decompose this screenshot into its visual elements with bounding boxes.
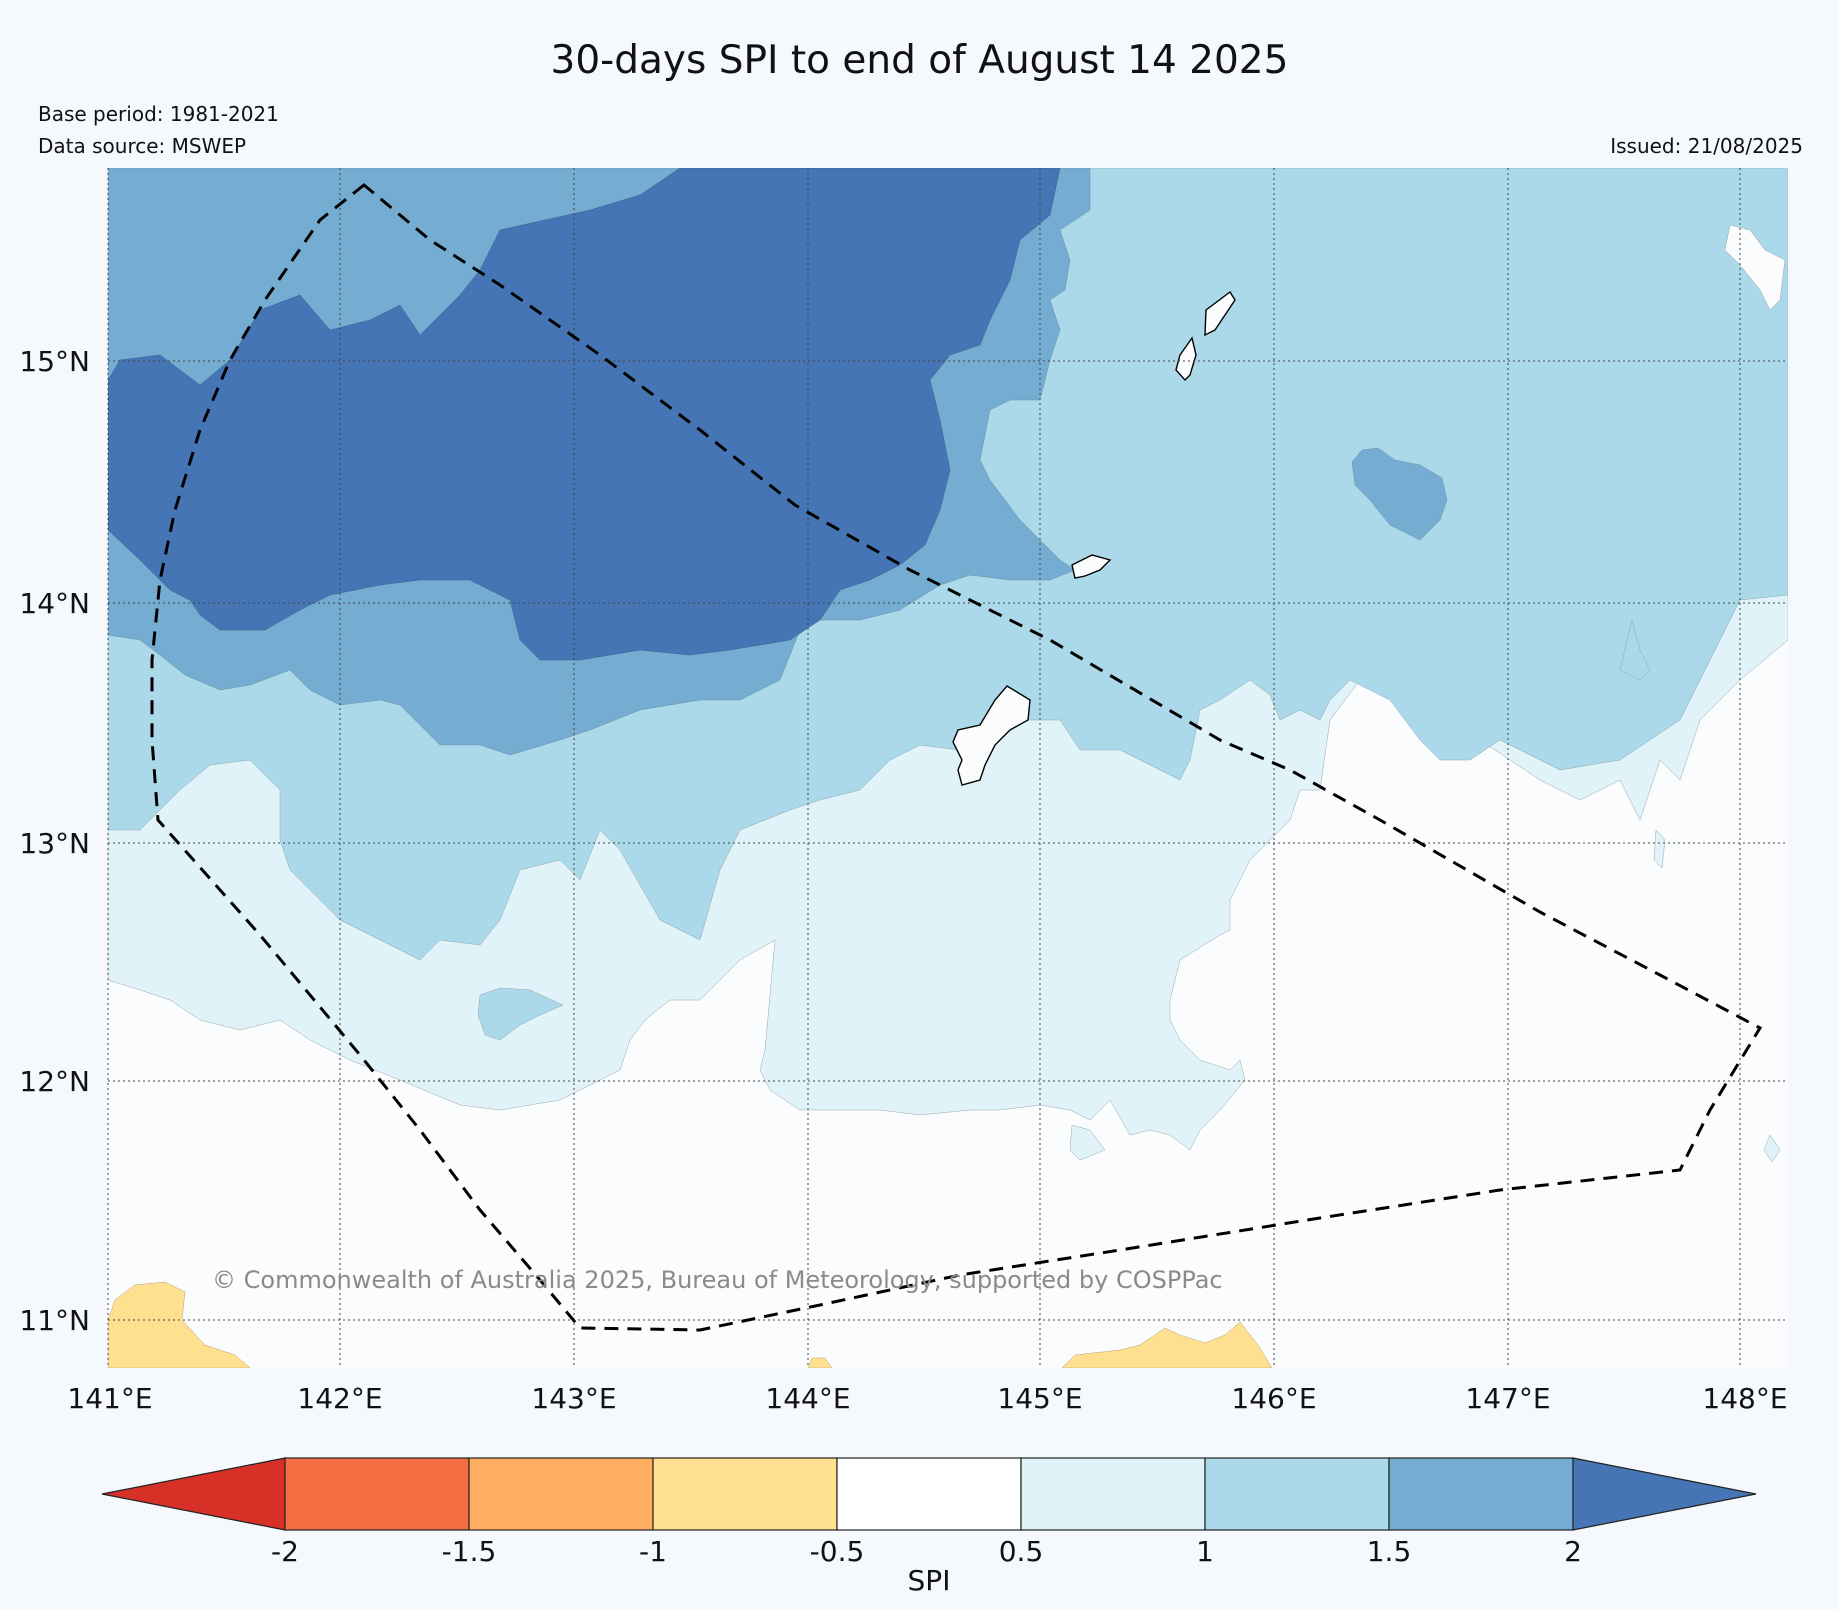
y-tick-label: 15°N (19, 345, 90, 378)
y-tick-label: 12°N (19, 1065, 90, 1098)
colorbar-segment (1204, 1457, 1390, 1531)
x-tick-label: 141°E (67, 1382, 152, 1415)
contour-slightly-dry-dot (807, 1357, 833, 1368)
slightly-wet-patch-3 (1763, 1134, 1781, 1163)
colorbar-tick-label: 1 (1196, 1535, 1214, 1568)
near-normal-patch (1724, 224, 1786, 311)
colorbar-segment (836, 1457, 1022, 1531)
x-tick-label: 144°E (765, 1382, 850, 1415)
eez-boundary (150, 183, 1763, 1332)
spi-colorbar (101, 1457, 1757, 1531)
map-title: 30-days SPI to end of August 14 2025 (550, 38, 1289, 83)
colorbar-tick-label: 1.5 (1367, 1535, 1412, 1568)
island-tinian (1175, 336, 1197, 382)
colorbar-segment (468, 1457, 654, 1531)
colorbar-segment (652, 1457, 838, 1531)
colorbar-segment-extreme-wet (1572, 1457, 1757, 1531)
x-tick-label: 146°E (1231, 1382, 1316, 1415)
issued-date-text: Issued: 21/08/2025 (1610, 134, 1803, 158)
colorbar-tick-label: -1.5 (442, 1535, 497, 1568)
contour-slightly-dry-south (1061, 1321, 1273, 1368)
x-tick-label: 142°E (297, 1382, 382, 1415)
moderately-wet-patch-south (477, 987, 564, 1041)
island-rota (1071, 554, 1112, 579)
y-tick-label: 14°N (19, 587, 90, 620)
contour-very-wet (108, 168, 1061, 661)
colorbar-label: SPI (908, 1564, 951, 1597)
data-source-text: Data source: MSWEP (38, 134, 247, 158)
contour-slightly-dry-west (108, 1281, 251, 1368)
island-guam (952, 685, 1031, 786)
colorbar-tick-label: 0.5 (999, 1535, 1044, 1568)
base-period-text: Base period: 1981-2021 (38, 102, 279, 126)
colorbar-tick-label: -0.5 (810, 1535, 865, 1568)
colorbar-segment-extreme-dry (101, 1457, 286, 1531)
island-saipan (1204, 290, 1236, 337)
graticule (108, 168, 1788, 1368)
moderately-wet-patch-east (1619, 619, 1651, 681)
x-tick-label: 148°E (1702, 1382, 1787, 1415)
colorbar-tick-label: -1 (639, 1535, 667, 1568)
colorbar-segment (1020, 1457, 1206, 1531)
y-tick-label: 11°N (19, 1304, 90, 1337)
slightly-wet-patch-1 (1653, 829, 1666, 869)
x-tick-label: 147°E (1465, 1382, 1550, 1415)
x-tick-label: 145°E (997, 1382, 1082, 1415)
spi-contours (108, 168, 1788, 1368)
x-tick-label: 143°E (531, 1382, 616, 1415)
y-tick-label: 13°N (19, 827, 90, 860)
slightly-wet-patch-2 (1069, 1124, 1106, 1161)
wet-patch-east (1351, 447, 1448, 541)
colorbar-tick-label: 2 (1564, 1535, 1582, 1568)
colorbar-segment (1388, 1457, 1574, 1531)
colorbar-segment (284, 1457, 470, 1531)
colorbar-tick-label: -2 (271, 1535, 299, 1568)
copyright-text: © Commonwealth of Australia 2025, Bureau… (212, 1266, 1223, 1294)
